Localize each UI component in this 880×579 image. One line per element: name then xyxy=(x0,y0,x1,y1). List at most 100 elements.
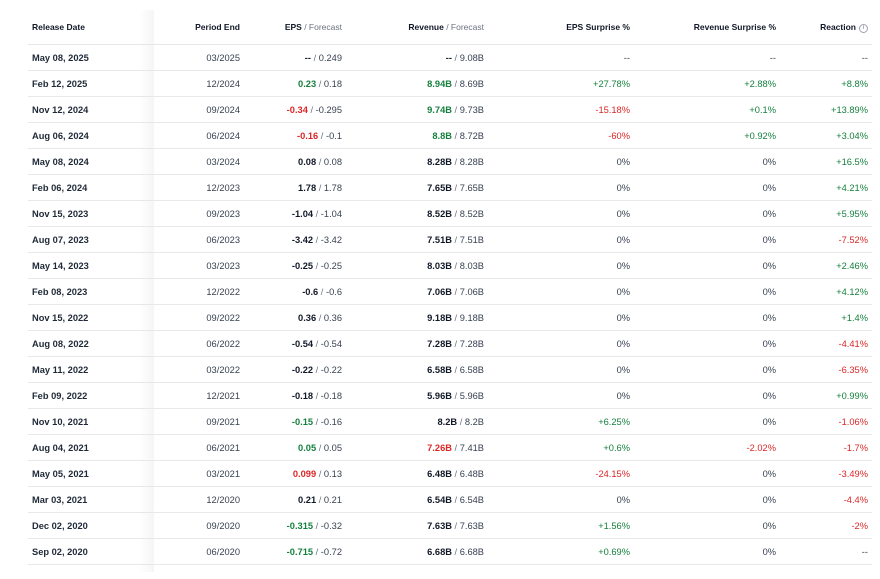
eps-surprise-cell: 0% xyxy=(484,486,630,513)
revenue-surprise-cell: 0% xyxy=(630,356,776,383)
table-row[interactable]: Nov 12, 2024 09/2024 -0.34 / -0.295 9.74B /… xyxy=(28,96,872,123)
eps-surprise-cell: 0% xyxy=(484,148,630,175)
table-row[interactable]: Nov 15, 2023 09/2023 -1.04 / -1.04 8.52B / … xyxy=(28,200,872,227)
header-reaction[interactable]: Reaction i xyxy=(776,10,872,45)
release-date-cell: Nov 10, 2021 xyxy=(28,408,152,435)
revenue-forecast: 8.28B xyxy=(459,156,484,167)
eps-cell: -0.54 / -0.54 xyxy=(240,330,342,357)
table-row[interactable]: Feb 08, 2023 12/2022 -0.6 / -0.6 7.06B / 7.… xyxy=(28,278,872,305)
revenue-forecast: 8.2B xyxy=(464,416,484,427)
period-end-cell: 09/2021 xyxy=(152,408,240,435)
reaction-cell: -7.52% xyxy=(776,226,872,253)
release-date-cell: May 11, 2022 xyxy=(28,356,152,383)
value-separator: / xyxy=(451,390,460,401)
revenue-cell: 7.51B / 7.51B xyxy=(342,226,484,253)
reaction-cell: +1.4% xyxy=(776,304,872,331)
value-separator: / xyxy=(457,416,465,427)
value-separator: / xyxy=(313,390,321,401)
revenue-forecast: 7.06B xyxy=(459,286,484,297)
reaction-cell: -2% xyxy=(776,512,872,539)
eps-forecast: -0.54 xyxy=(320,338,342,349)
value-separator: / xyxy=(451,78,460,89)
table-row[interactable]: May 08, 2024 03/2024 0.08 / 0.08 8.28B / 8.… xyxy=(28,148,872,175)
eps-actual: 1.78 xyxy=(298,182,317,193)
release-date-cell: May 05, 2021 xyxy=(28,460,152,487)
eps-forecast: -0.16 xyxy=(320,416,342,427)
release-date-cell: Nov 15, 2022 xyxy=(28,304,152,331)
reaction-cell: +0.99% xyxy=(776,382,872,409)
eps-forecast: -0.72 xyxy=(320,546,342,557)
value-separator: / xyxy=(316,468,324,479)
reaction-cell: +4.21% xyxy=(776,174,872,201)
revenue-actual: 8.28B xyxy=(427,156,452,167)
value-separator: / xyxy=(451,260,460,271)
info-icon[interactable]: i xyxy=(859,23,868,33)
header-revenue-surprise[interactable]: Revenue Surprise % xyxy=(630,10,776,45)
value-separator: / xyxy=(451,234,460,245)
table-row[interactable]: Aug 06, 2024 06/2024 -0.16 / -0.1 8.8B / 8.… xyxy=(28,122,872,149)
header-eps-surprise[interactable]: EPS Surprise % xyxy=(484,10,630,45)
revenue-forecast: 7.28B xyxy=(459,338,484,349)
header-eps[interactable]: EPS / Forecast xyxy=(240,10,342,45)
table-row[interactable]: May 11, 2022 03/2022 -0.22 / -0.22 6.58B / … xyxy=(28,356,872,383)
eps-forecast: -0.6 xyxy=(325,286,342,297)
release-date-cell: Aug 06, 2024 xyxy=(28,122,152,149)
table-row[interactable]: Dec 02, 2020 09/2020 -0.315 / -0.32 7.63B /… xyxy=(28,512,872,539)
eps-actual: -1.04 xyxy=(291,208,314,219)
revenue-surprise-cell: 0% xyxy=(630,304,776,331)
revenue-actual: 7.63B xyxy=(427,520,452,531)
period-end-cell: 12/2020 xyxy=(152,486,240,513)
eps-actual: -0.15 xyxy=(291,416,314,427)
header-revenue[interactable]: Revenue / Forecast xyxy=(342,10,484,45)
release-date-cell: May 08, 2024 xyxy=(28,148,152,175)
value-separator: / xyxy=(307,104,316,115)
revenue-actual: 7.65B xyxy=(427,182,452,193)
table-row[interactable]: Sep 02, 2020 06/2020 -0.715 / -0.72 6.68B /… xyxy=(28,538,872,565)
eps-forecast: -0.295 xyxy=(315,104,342,115)
revenue-cell: 6.68B / 6.68B xyxy=(342,538,484,565)
value-separator: / xyxy=(313,338,321,349)
table-row[interactable]: Feb 09, 2022 12/2021 -0.18 / -0.18 5.96B / … xyxy=(28,382,872,409)
table-row[interactable]: May 05, 2021 03/2021 0.099 / 0.13 6.48B / 6… xyxy=(28,460,872,487)
table-row[interactable]: May 14, 2023 03/2023 -0.25 / -0.25 8.03B / … xyxy=(28,252,872,279)
eps-cell: 0.099 / 0.13 xyxy=(240,460,342,487)
table-row[interactable]: Nov 15, 2022 09/2022 0.36 / 0.36 9.18B / 9.… xyxy=(28,304,872,331)
eps-surprise-cell: -24.15% xyxy=(484,460,630,487)
eps-cell: -- / 0.249 xyxy=(240,44,342,71)
revenue-actual: 9.74B xyxy=(427,104,452,115)
value-separator: / xyxy=(451,130,460,141)
table-row[interactable]: Nov 10, 2021 09/2021 -0.15 / -0.16 8.2B / 8… xyxy=(28,408,872,435)
reaction-cell: -- xyxy=(776,44,872,71)
eps-actual: -0.16 xyxy=(297,130,319,141)
value-separator: / xyxy=(451,208,460,219)
eps-surprise-cell: +6.25% xyxy=(484,408,630,435)
table-row[interactable]: Feb 12, 2025 12/2024 0.23 / 0.18 8.94B / 8.… xyxy=(28,70,872,97)
revenue-cell: 8.52B / 8.52B xyxy=(342,200,484,227)
header-period-end[interactable]: Period End xyxy=(152,10,240,45)
eps-actual: 0.36 xyxy=(298,312,317,323)
table-row[interactable]: Aug 07, 2023 06/2023 -3.42 / -3.42 7.51B / … xyxy=(28,226,872,253)
value-separator: / xyxy=(451,338,460,349)
table-row[interactable]: May 08, 2025 03/2025 -- / 0.249 -- / 9.08B -… xyxy=(28,44,872,71)
reaction-cell: +16.5% xyxy=(776,148,872,175)
revenue-forecast: 6.54B xyxy=(459,494,484,505)
header-release-date[interactable]: Release Date xyxy=(28,10,152,45)
eps-forecast: 0.36 xyxy=(323,312,342,323)
revenue-cell: 8.28B / 8.28B xyxy=(342,148,484,175)
period-end-cell: 03/2022 xyxy=(152,356,240,383)
table-row[interactable]: Mar 03, 2021 12/2020 0.21 / 0.21 6.54B / 6.… xyxy=(28,486,872,513)
revenue-cell: 7.06B / 7.06B xyxy=(342,278,484,305)
eps-actual: -0.715 xyxy=(286,546,314,557)
table-row[interactable]: Aug 04, 2021 06/2021 0.05 / 0.05 7.26B / 7.… xyxy=(28,434,872,461)
eps-cell: 1.78 / 1.78 xyxy=(240,174,342,201)
value-separator: / xyxy=(310,52,319,63)
table-row[interactable]: Aug 08, 2022 06/2022 -0.54 / -0.54 7.28B / … xyxy=(28,330,872,357)
eps-actual: 0.21 xyxy=(298,494,317,505)
revenue-actual: 7.06B xyxy=(427,286,452,297)
revenue-actual: 8.03B xyxy=(427,260,452,271)
revenue-cell: 6.48B / 6.48B xyxy=(342,460,484,487)
revenue-surprise-cell: 0% xyxy=(630,200,776,227)
table-row[interactable]: Feb 06, 2024 12/2023 1.78 / 1.78 7.65B / 7.… xyxy=(28,174,872,201)
revenue-forecast: 8.69B xyxy=(459,78,484,89)
header-eps-forecast: Forecast xyxy=(308,22,342,32)
